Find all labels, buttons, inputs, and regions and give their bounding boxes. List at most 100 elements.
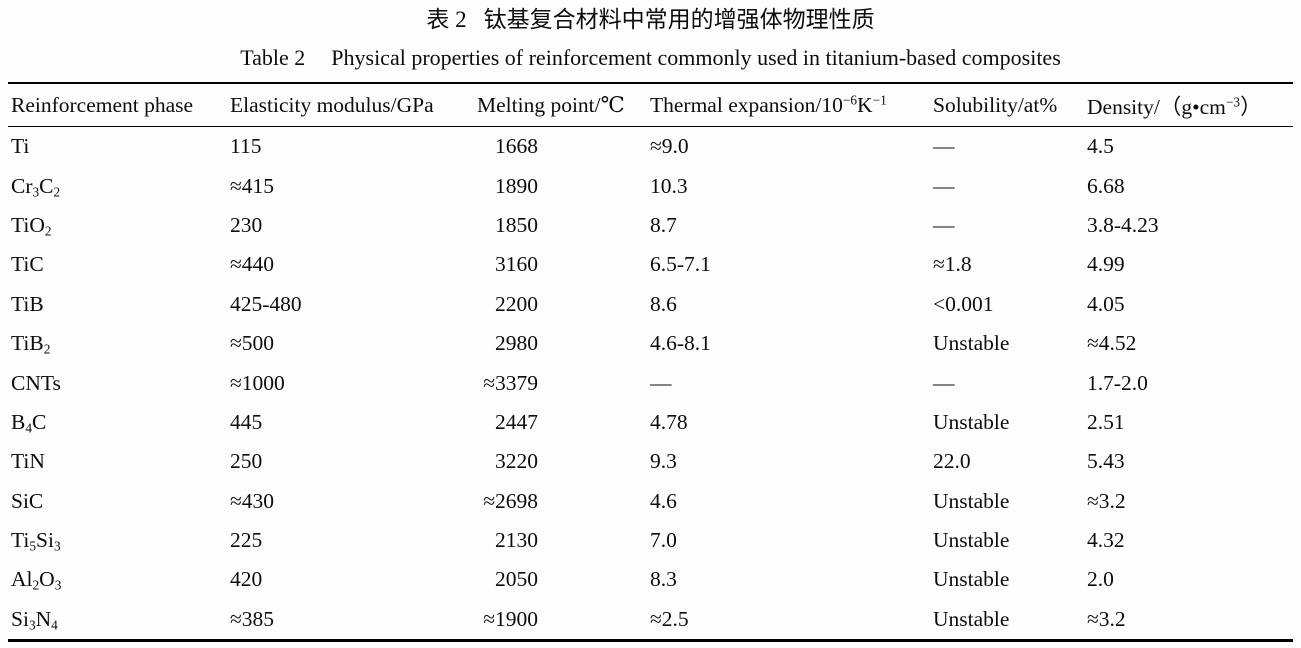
table-caption-en-label: Table 2 xyxy=(240,45,306,70)
table-body: Ti 115 1668 ≈9.0 — 4.5 Cr3C2 ≈415 1890 10.3 — 6.68 T… xyxy=(8,127,1293,641)
cell-solubility: — xyxy=(933,173,955,198)
cell-density: ≈3.2 xyxy=(1087,488,1126,513)
cell-phase: SiC xyxy=(11,488,44,513)
reinforcement-properties-table: Reinforcement phase Elasticity modulus/G… xyxy=(8,82,1293,643)
cell-modulus: ≈500 xyxy=(230,331,275,356)
cell-modulus: 445 xyxy=(230,409,263,434)
cell-density: 4.05 xyxy=(1087,291,1125,316)
cell-melting: 2130 xyxy=(495,528,538,553)
cell-expansion: ≈9.0 xyxy=(650,134,689,159)
cell-density: 3.8-4.23 xyxy=(1087,212,1159,237)
cell-phase: Al2O3 xyxy=(11,567,62,593)
cell-melting: 2980 xyxy=(495,331,538,356)
cell-modulus: ≈430 xyxy=(230,488,275,513)
cell-solubility: Unstable xyxy=(933,488,1010,513)
cell-modulus: 230 xyxy=(230,212,263,237)
cell-solubility: Unstable xyxy=(933,409,1010,434)
cell-melting: 3160 xyxy=(495,252,538,277)
table-row: TiN 250 3220 9.3 22.0 5.43 xyxy=(8,442,1293,481)
cell-modulus: 425-480 xyxy=(230,291,302,316)
cell-solubility: Unstable xyxy=(933,606,1010,631)
table-row: CNTs ≈1000 ≈3379 — — 1.7-2.0 xyxy=(8,363,1293,402)
cell-density: 1.7-2.0 xyxy=(1087,370,1148,395)
cell-solubility: <0.001 xyxy=(933,291,994,316)
table-row: Si3N4 ≈385 ≈1900 ≈2.5 Unstable ≈3.2 xyxy=(8,600,1293,641)
col-header-solubility: Solubility/at% xyxy=(933,83,1087,127)
cell-modulus: ≈385 xyxy=(230,606,275,631)
cell-expansion: 10.3 xyxy=(650,173,688,198)
cell-melting: 2050 xyxy=(495,567,538,592)
cell-melting: 2447 xyxy=(495,409,538,434)
cell-modulus: ≈415 xyxy=(230,173,275,198)
cell-solubility: — xyxy=(933,212,955,237)
cell-modulus: ≈440 xyxy=(230,252,275,277)
table-row: TiB 425-480 2200 8.6 <0.001 4.05 xyxy=(8,285,1293,324)
table-caption-zh-label: 表 2 xyxy=(426,7,467,32)
cell-modulus: 420 xyxy=(230,567,263,592)
col-header-melting-point: Melting point/℃ xyxy=(477,83,650,127)
cell-density: ≈4.52 xyxy=(1087,331,1137,356)
table-caption-en-text: Physical properties of reinforcement com… xyxy=(331,45,1061,70)
cell-solubility: — xyxy=(933,370,955,395)
cell-density: ≈3.2 xyxy=(1087,606,1126,631)
table-row: B4C 445 2447 4.78 Unstable 2.51 xyxy=(8,403,1293,442)
table-caption-zh-text: 钛基复合材料中常用的增强体物理性质 xyxy=(483,7,875,32)
cell-solubility: — xyxy=(933,134,955,159)
cell-density: 2.0 xyxy=(1087,567,1114,592)
cell-expansion: 4.78 xyxy=(650,409,688,434)
cell-density: 5.43 xyxy=(1087,449,1125,474)
table-row: TiB2 ≈500 2980 4.6-8.1 Unstable ≈4.52 xyxy=(8,324,1293,363)
table-row: Ti5Si3 225 2130 7.0 Unstable 4.32 xyxy=(8,521,1293,560)
cell-phase: Ti5Si3 xyxy=(11,528,61,554)
cell-solubility: Unstable xyxy=(933,528,1010,553)
cell-expansion: ≈2.5 xyxy=(650,606,689,631)
cell-density: 4.32 xyxy=(1087,528,1125,553)
cell-density: 2.51 xyxy=(1087,409,1125,434)
cell-modulus: 250 xyxy=(230,449,263,474)
cell-expansion: 9.3 xyxy=(650,449,677,474)
col-header-reinforcement-phase: Reinforcement phase xyxy=(8,83,230,127)
col-header-thermal-expansion: Thermal expansion/10−6K−1 xyxy=(650,83,933,127)
table-row: SiC ≈430 ≈2698 4.6 Unstable ≈3.2 xyxy=(8,482,1293,521)
table-caption-zh: 表 2 钛基复合材料中常用的增强体物理性质 xyxy=(0,5,1301,35)
cell-melting: ≈2698 xyxy=(483,488,538,513)
cell-phase: TiB2 xyxy=(11,331,51,357)
table-caption-en: Table 2 Physical properties of reinforcem… xyxy=(0,43,1301,73)
cell-phase: CNTs xyxy=(11,370,61,395)
cell-phase: TiC xyxy=(11,252,44,277)
cell-density: 4.5 xyxy=(1087,134,1114,159)
cell-melting: ≈3379 xyxy=(483,370,538,395)
cell-modulus: 225 xyxy=(230,528,263,553)
cell-density: 6.68 xyxy=(1087,173,1125,198)
cell-expansion: 4.6 xyxy=(650,488,677,513)
cell-solubility: ≈1.8 xyxy=(933,252,972,277)
cell-expansion: 4.6-8.1 xyxy=(650,331,711,356)
table-row: TiC ≈440 3160 6.5-7.1 ≈1.8 4.99 xyxy=(8,245,1293,284)
cell-expansion: 7.0 xyxy=(650,528,677,553)
cell-melting: 1668 xyxy=(495,134,538,159)
cell-expansion: 8.7 xyxy=(650,212,677,237)
col-header-elasticity-modulus: Elasticity modulus/GPa xyxy=(230,83,477,127)
cell-solubility: 22.0 xyxy=(933,449,971,474)
table-row: Ti 115 1668 ≈9.0 — 4.5 xyxy=(8,127,1293,167)
cell-phase: TiO2 xyxy=(11,212,52,239)
cell-phase: B4C xyxy=(11,409,47,436)
cell-expansion: 8.3 xyxy=(650,567,677,592)
cell-solubility: Unstable xyxy=(933,331,1010,356)
cell-expansion: — xyxy=(650,370,672,395)
header-row: Reinforcement phase Elasticity modulus/G… xyxy=(8,83,1293,127)
cell-density: 4.99 xyxy=(1087,252,1125,277)
cell-melting: 1850 xyxy=(495,212,538,237)
cell-phase: TiB xyxy=(11,291,44,316)
cell-solubility: Unstable xyxy=(933,567,1010,592)
cell-melting: ≈1900 xyxy=(483,606,538,631)
col-header-density: Density/（g•cm−3） xyxy=(1087,83,1293,127)
cell-phase: TiN xyxy=(11,449,45,474)
table-row: TiO2 230 1850 8.7 — 3.8-4.23 xyxy=(8,206,1293,245)
cell-modulus: 115 xyxy=(230,134,262,159)
cell-phase: Ti xyxy=(11,134,30,159)
cell-melting: 2200 xyxy=(495,291,538,316)
cell-melting: 3220 xyxy=(495,449,538,474)
table-row: Al2O3 420 2050 8.3 Unstable 2.0 xyxy=(8,560,1293,599)
